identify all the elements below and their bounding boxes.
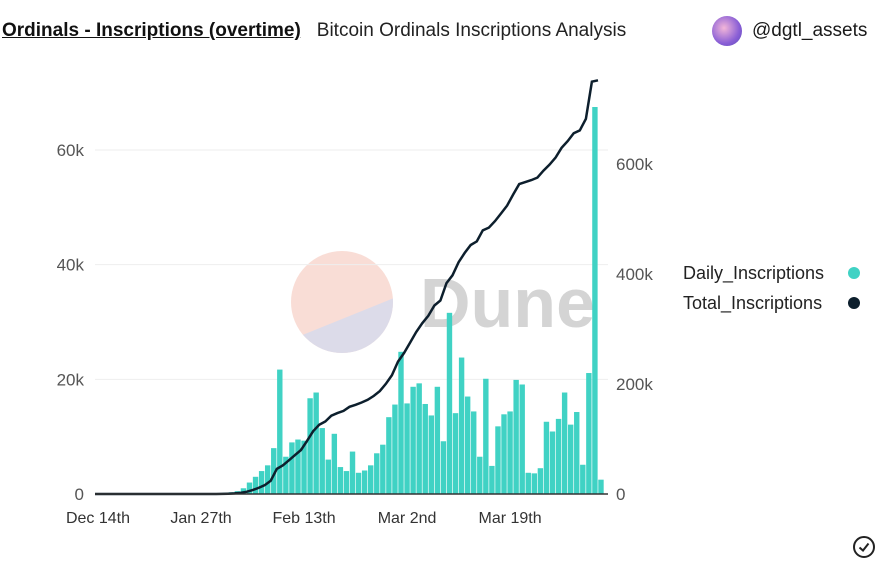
- right-axis-tick-label: 400k: [616, 265, 653, 284]
- daily-inscriptions-bar: [386, 417, 392, 494]
- daily-inscriptions-bar: [404, 403, 410, 494]
- header: Ordinals - Inscriptions (overtime) Bitco…: [0, 16, 889, 46]
- daily-inscriptions-bar: [380, 444, 386, 494]
- author[interactable]: @dgtl_assets: [712, 16, 867, 46]
- daily-inscriptions-bar: [525, 472, 531, 494]
- author-name[interactable]: @dgtl_assets: [752, 20, 868, 41]
- daily-inscriptions-bar: [289, 442, 295, 494]
- daily-inscriptions-bar: [252, 476, 259, 494]
- daily-inscriptions-bar: [574, 412, 580, 494]
- daily-inscriptions-bar: [519, 384, 525, 494]
- x-axis-tick-label: Mar 2nd: [378, 510, 437, 527]
- right-axis-tick-label: 200k: [616, 375, 653, 394]
- daily-inscriptions-bar: [343, 471, 350, 494]
- daily-inscriptions-bar: [422, 403, 428, 494]
- chart-title-link[interactable]: Ordinals - Inscriptions (overtime): [2, 20, 301, 41]
- legend-swatch: [848, 267, 860, 279]
- daily-inscriptions-bar: [398, 351, 404, 494]
- x-axis-tick-label: Dec 14th: [66, 510, 130, 527]
- daily-inscriptions-bar: [586, 373, 592, 494]
- daily-inscriptions-bar: [483, 378, 489, 494]
- daily-inscriptions-bar: [580, 464, 586, 494]
- daily-inscriptions-bar: [513, 379, 519, 494]
- daily-inscriptions-bar: [319, 428, 325, 494]
- left-axis-tick-label: 0: [75, 485, 84, 504]
- left-axis-tick-label: 20k: [57, 370, 85, 389]
- daily-inscriptions-bar: [549, 431, 556, 494]
- daily-inscriptions-bar: [471, 411, 477, 494]
- legend-label: Daily_Inscriptions: [683, 263, 824, 284]
- daily-inscriptions-bar: [313, 392, 319, 494]
- daily-inscriptions-bar: [440, 441, 447, 494]
- daily-inscriptions-bar: [271, 448, 277, 494]
- x-axis-tick-label: Feb 13th: [272, 510, 335, 527]
- left-axis-tick-label: 40k: [57, 256, 85, 275]
- daily-inscriptions-bar: [446, 312, 453, 494]
- x-axis-tick-label: Jan 27th: [170, 510, 231, 527]
- daily-inscriptions-bar: [283, 456, 289, 494]
- daily-inscriptions-bar: [495, 426, 501, 494]
- daily-inscriptions-bar: [477, 456, 483, 494]
- legend-label: Total_Inscriptions: [683, 293, 822, 314]
- left-axis-tick-label: 60k: [57, 141, 85, 160]
- daily-inscriptions-bar: [258, 471, 265, 494]
- daily-inscriptions-bar: [349, 451, 356, 494]
- right-axis-tick-label: 0: [616, 485, 625, 504]
- daily-inscriptions-bar: [307, 398, 313, 494]
- avatar: [712, 16, 742, 46]
- daily-inscriptions-bar: [464, 396, 471, 494]
- daily-inscriptions-bar: [392, 404, 398, 494]
- daily-inscriptions-bar: [428, 415, 434, 494]
- right-axis-tick-label: 600k: [616, 155, 653, 174]
- daily-inscriptions-bar: [501, 414, 507, 494]
- daily-inscriptions-bar: [331, 433, 338, 494]
- daily-inscriptions-bar: [337, 467, 344, 494]
- daily-inscriptions-bar: [561, 392, 568, 494]
- dune-watermark: Dune: [291, 251, 595, 353]
- daily-inscriptions-bar: [555, 418, 562, 494]
- daily-inscriptions-bar: [543, 421, 550, 494]
- daily-inscriptions-bar: [489, 465, 495, 494]
- daily-inscriptions-bar: [246, 482, 253, 494]
- x-axis-tick-label: Mar 19th: [479, 510, 542, 527]
- legend-swatch: [848, 297, 860, 309]
- daily-inscriptions-bar: [355, 472, 362, 494]
- watermark-text: Dune: [420, 264, 595, 342]
- daily-inscriptions-bar: [277, 369, 283, 494]
- daily-inscriptions-bar: [361, 470, 368, 494]
- daily-inscriptions-bar: [264, 465, 271, 494]
- daily-inscriptions-bar: [452, 413, 459, 494]
- daily-inscriptions-bar: [434, 386, 441, 494]
- dashboard-subtitle: Bitcoin Ordinals Inscriptions Analysis: [316, 20, 627, 41]
- daily-inscriptions-bar: [598, 479, 604, 494]
- daily-inscriptions-bar: [507, 411, 513, 494]
- daily-inscriptions-bar: [458, 357, 465, 494]
- daily-inscriptions-bar: [592, 107, 598, 494]
- daily-inscriptions-bar: [325, 459, 331, 494]
- daily-inscriptions-bar: [410, 386, 416, 494]
- daily-inscriptions-bar: [374, 453, 380, 494]
- daily-inscriptions-bar: [567, 424, 574, 494]
- daily-inscriptions-bar: [301, 440, 307, 494]
- daily-inscriptions-bar: [295, 439, 301, 494]
- daily-inscriptions-bar: [531, 473, 538, 494]
- daily-inscriptions-bar: [368, 465, 374, 494]
- daily-inscriptions-bar: [537, 468, 544, 494]
- daily-inscriptions-bar: [416, 383, 422, 494]
- check-circle-icon[interactable]: [853, 536, 875, 558]
